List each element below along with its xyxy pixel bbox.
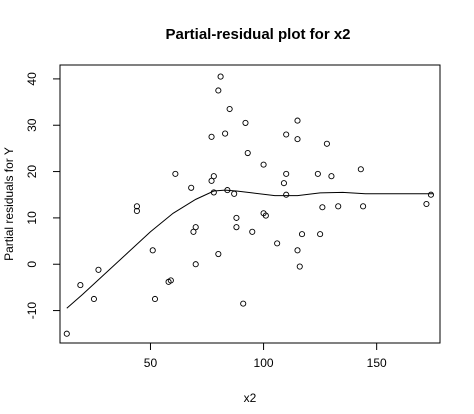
scatter-point (242, 119, 249, 126)
scatter-point (335, 203, 342, 210)
scatter-point (151, 295, 159, 303)
x-tick-label: 100 (254, 356, 274, 370)
scatter-point (328, 173, 335, 180)
scatter-series (63, 73, 435, 337)
scatter-point (192, 224, 199, 231)
smooth-line-series (66, 189, 434, 309)
scatter-point (283, 170, 290, 177)
scatter-point (280, 180, 287, 187)
scatter-point (283, 131, 290, 138)
scatter-point (208, 133, 215, 140)
scatter-point (260, 161, 267, 168)
scatter-point (172, 170, 179, 177)
scatter-point (215, 250, 222, 258)
scatter-point (314, 170, 321, 177)
scatter-point (294, 117, 301, 124)
x-axis-label: x2 (244, 391, 257, 405)
scatter-point (133, 203, 140, 210)
scatter-point (167, 277, 174, 284)
scatter-point (233, 214, 240, 221)
x-axis: 50 100 150 (144, 342, 387, 370)
scatter-point (360, 203, 367, 210)
x-tick-label: 150 (367, 356, 387, 370)
scatter-point (294, 136, 301, 143)
scatter-point (298, 231, 306, 238)
scatter-point (217, 73, 224, 80)
scatter-point (215, 87, 222, 94)
y-tick-label: -10 (25, 302, 39, 320)
scatter-point (222, 130, 229, 137)
scatter-point (319, 204, 326, 211)
y-axis-label: Partial residuals for Y (2, 147, 16, 261)
scatter-point (149, 247, 156, 254)
x-tick-label: 50 (144, 356, 158, 370)
lowess-smooth-line (66, 189, 434, 309)
scatter-point (317, 231, 324, 238)
scatter-point (427, 191, 435, 198)
y-tick-label: 10 (25, 211, 39, 225)
scatter-point (244, 149, 251, 157)
scatter-point (323, 140, 330, 147)
scatter-point (192, 261, 199, 268)
scatter-point (188, 184, 195, 191)
y-axis: -10 0 10 20 30 40 (25, 72, 61, 320)
y-tick-label: 0 (25, 261, 39, 268)
scatter-point (77, 282, 84, 289)
scatter-point (226, 105, 233, 113)
scatter-point (63, 330, 70, 337)
scatter-point (296, 263, 303, 270)
scatter-point (423, 200, 430, 208)
scatter-point (133, 207, 140, 214)
scatter-point (210, 173, 217, 180)
y-tick-label: 20 (25, 165, 39, 179)
chart-title: Partial-residual plot for x2 (165, 26, 350, 43)
scatter-point (90, 295, 97, 303)
scatter-point (249, 228, 256, 235)
scatter-point (283, 191, 290, 198)
scatter-point (357, 166, 364, 173)
scatter-point (294, 247, 301, 254)
scatter-point (274, 240, 281, 247)
scatter-point (240, 300, 247, 307)
plot-frame (59, 64, 441, 344)
y-tick-label: 40 (25, 72, 39, 86)
scatter-point (231, 190, 238, 197)
scatter-point (95, 266, 102, 273)
scatter-point (233, 224, 240, 231)
y-tick-label: 30 (25, 118, 39, 132)
scatter-point (262, 212, 269, 219)
